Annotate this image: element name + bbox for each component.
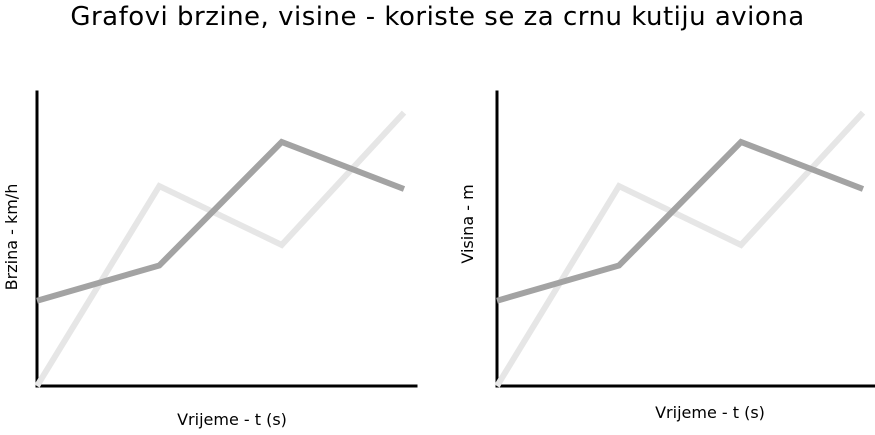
chart-altitude: Vrijeme - t (s) Visina - m [458, 90, 875, 422]
series-line-dark [496, 138, 865, 304]
page-title: Grafovi brzine, visine - koriste se za c… [70, 2, 805, 32]
series-layer [34, 110, 407, 388]
series-line-dark [36, 138, 406, 304]
series-layer [494, 110, 866, 388]
series-line-light [494, 110, 866, 388]
series-line-light [34, 110, 407, 388]
y-axis-label: Brzina - km/h [2, 184, 21, 291]
chart-speed: Vrijeme - t (s) Brzina - km/h [2, 90, 418, 429]
y-axis-label: Visina - m [458, 184, 477, 263]
x-axis-label: Vrijeme - t (s) [655, 403, 765, 422]
x-axis-label: Vrijeme - t (s) [177, 410, 287, 429]
